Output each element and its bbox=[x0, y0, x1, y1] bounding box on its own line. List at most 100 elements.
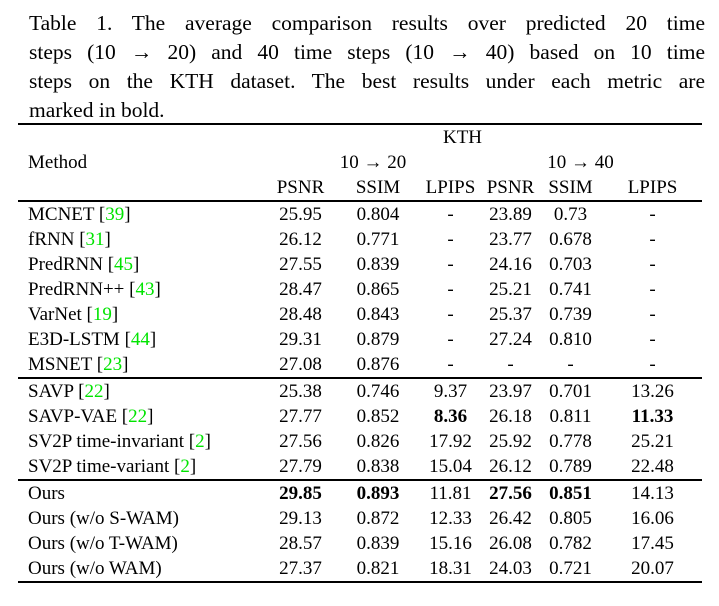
citation-link[interactable]: 44 bbox=[130, 328, 150, 350]
value-cell: 28.47 bbox=[279, 278, 322, 300]
method-cell: MCNET [39] bbox=[28, 203, 131, 225]
table-row: Ours (w/o T-WAM) 28.57 0.839 15.16 26.08 0.78… bbox=[18, 531, 702, 556]
value-cell: - bbox=[447, 328, 454, 350]
value-cell: 29.85 bbox=[279, 482, 322, 504]
value-cell: - bbox=[649, 253, 656, 275]
value-cell: 0.739 bbox=[549, 303, 592, 325]
citation-link[interactable]: 39 bbox=[105, 203, 125, 225]
table-row: Ours (w/o WAM) 27.37 0.821 18.31 24.03 0.721 2… bbox=[18, 556, 702, 582]
citation-link[interactable]: 23 bbox=[103, 353, 123, 375]
value-cell: - bbox=[447, 203, 454, 225]
value-cell: 26.18 bbox=[489, 405, 532, 427]
table-row: MSNET [23] 27.08 0.876- - - - bbox=[18, 352, 703, 379]
caption-line: steps on the KTH dataset. The best resul… bbox=[29, 69, 705, 93]
value-cell: 26.12 bbox=[279, 228, 322, 250]
value-cell: 15.04 bbox=[418, 454, 483, 481]
value-cell: 14.13 bbox=[631, 482, 674, 504]
table-row: fRNN [31] 26.12 0.771 - 23.77 0.678 - bbox=[18, 227, 702, 252]
value-cell: 25.38 bbox=[279, 380, 322, 402]
value-cell: 25.95 bbox=[279, 203, 322, 225]
caption-line: marked in bold. bbox=[29, 98, 165, 122]
value-cell: 29.31 bbox=[279, 328, 322, 350]
table-row: Ours 29.85 0.893 11.81 27.56 0.851 14.13 bbox=[18, 480, 702, 506]
value-cell: 27.24 bbox=[489, 328, 532, 350]
value-cell: 23.89 bbox=[489, 203, 532, 225]
citation-link[interactable]: 2 bbox=[180, 455, 190, 477]
value-cell: 0.821 bbox=[356, 557, 400, 579]
value-cell: - bbox=[447, 228, 454, 250]
value-cell: 12.33 bbox=[429, 507, 472, 529]
method-cell: SAVP-VAE [22] bbox=[28, 405, 154, 427]
citation-link[interactable]: 22 bbox=[84, 380, 104, 402]
value-cell: 26.12 bbox=[483, 454, 538, 481]
metric-header-ssim: SSIM bbox=[538, 175, 603, 202]
results-table: KTH Method 10 → 20 10 → 40 PSNR SSIM LPI… bbox=[18, 123, 703, 583]
value-cell: 11.81 bbox=[429, 482, 472, 504]
method-cell: Ours (w/o WAM) bbox=[28, 557, 162, 579]
value-cell: 15.16 bbox=[429, 532, 472, 554]
value-cell: - bbox=[649, 203, 656, 225]
method-cell: PredRNN [45] bbox=[28, 253, 140, 275]
value-cell: 0.746 bbox=[356, 380, 400, 402]
value-cell: 0.893 bbox=[356, 482, 400, 504]
table-caption: Table 1. The average comparison results … bbox=[29, 9, 705, 125]
value-cell: 26.08 bbox=[489, 532, 532, 554]
value-cell: - bbox=[418, 352, 483, 379]
value-cell: 0.804 bbox=[356, 203, 400, 225]
value-cell: 0.782 bbox=[549, 532, 592, 554]
value-cell: 0.811 bbox=[549, 405, 592, 427]
value-cell: 27.56 bbox=[489, 482, 532, 504]
value-cell: 22.48 bbox=[603, 454, 703, 481]
method-column-header: Method bbox=[28, 151, 88, 173]
method-cell: SV2P time-invariant [2] bbox=[28, 430, 211, 452]
value-cell: 0.852 bbox=[356, 405, 400, 427]
citation-link[interactable]: 22 bbox=[128, 405, 148, 427]
citation-link[interactable]: 19 bbox=[92, 303, 112, 325]
value-cell: 27.37 bbox=[279, 557, 322, 579]
table-row: VarNet [19] 28.48 0.843 - 25.37 0.739 - bbox=[18, 302, 702, 327]
value-cell: 0.843 bbox=[356, 303, 400, 325]
citation-link[interactable]: 2 bbox=[195, 430, 205, 452]
citation-link[interactable]: 45 bbox=[114, 253, 134, 275]
value-cell: 9.37 bbox=[433, 380, 468, 402]
value-cell: 27.79 bbox=[263, 454, 338, 481]
method-cell: VarNet [19] bbox=[28, 303, 119, 325]
table-row: MCNET [39] 25.95 0.804 - 23.89 0.73 - bbox=[18, 201, 702, 227]
value-cell: 25.37 bbox=[489, 303, 532, 325]
results-table-body: MCNET [39] 25.95 0.804 - 23.89 0.73 - fRNN [31]… bbox=[18, 201, 703, 582]
value-cell: 0.839 bbox=[356, 532, 400, 554]
citation-link[interactable]: 31 bbox=[85, 228, 105, 250]
metric-header-psnr: PSNR bbox=[483, 175, 538, 202]
table-row: PredRNN [45] 27.55 0.839 - 24.16 0.703 - bbox=[18, 252, 702, 277]
table-row: SAVP [22] 25.38 0.746 9.37 23.97 0.701 13.26 bbox=[18, 378, 702, 404]
method-cell: SV2P time-variant [2] bbox=[18, 454, 263, 481]
value-cell: 0.872 bbox=[356, 507, 400, 529]
method-cell: PredRNN++ [43] bbox=[28, 278, 161, 300]
citation-link[interactable]: 43 bbox=[135, 278, 155, 300]
method-cell: fRNN [31] bbox=[28, 228, 111, 250]
value-cell: 8.36 bbox=[433, 405, 468, 427]
empty-cell bbox=[18, 124, 263, 150]
value-cell: 23.97 bbox=[489, 380, 532, 402]
value-cell: 16.06 bbox=[631, 507, 674, 529]
table-row: SAVP-VAE [22] 27.77 0.852 8.36 26.18 0.811 11.… bbox=[18, 404, 702, 429]
value-cell: 0.839 bbox=[356, 253, 400, 275]
value-cell: - bbox=[603, 352, 703, 379]
value-cell: 25.21 bbox=[489, 278, 532, 300]
table-row: SV2P time-variant [2] 27.79 0.838 15.04 26.1… bbox=[18, 454, 703, 481]
value-cell: 0.851 bbox=[549, 482, 592, 504]
value-cell: 18.31 bbox=[429, 557, 472, 579]
value-cell: 17.45 bbox=[631, 532, 674, 554]
value-cell: 0.826 bbox=[356, 430, 400, 452]
value-cell: 27.56 bbox=[279, 430, 322, 452]
value-cell: 0.771 bbox=[356, 228, 400, 250]
value-cell: 0.810 bbox=[549, 328, 592, 350]
method-cell: E3D-LSTM [44] bbox=[28, 328, 157, 350]
group-header-10-20: 10 → 20 bbox=[339, 151, 407, 173]
value-cell: 28.57 bbox=[279, 532, 322, 554]
method-cell: Ours bbox=[28, 482, 65, 504]
value-cell: - bbox=[649, 303, 656, 325]
empty-cell bbox=[18, 175, 263, 202]
value-cell: 0.73 bbox=[553, 203, 588, 225]
